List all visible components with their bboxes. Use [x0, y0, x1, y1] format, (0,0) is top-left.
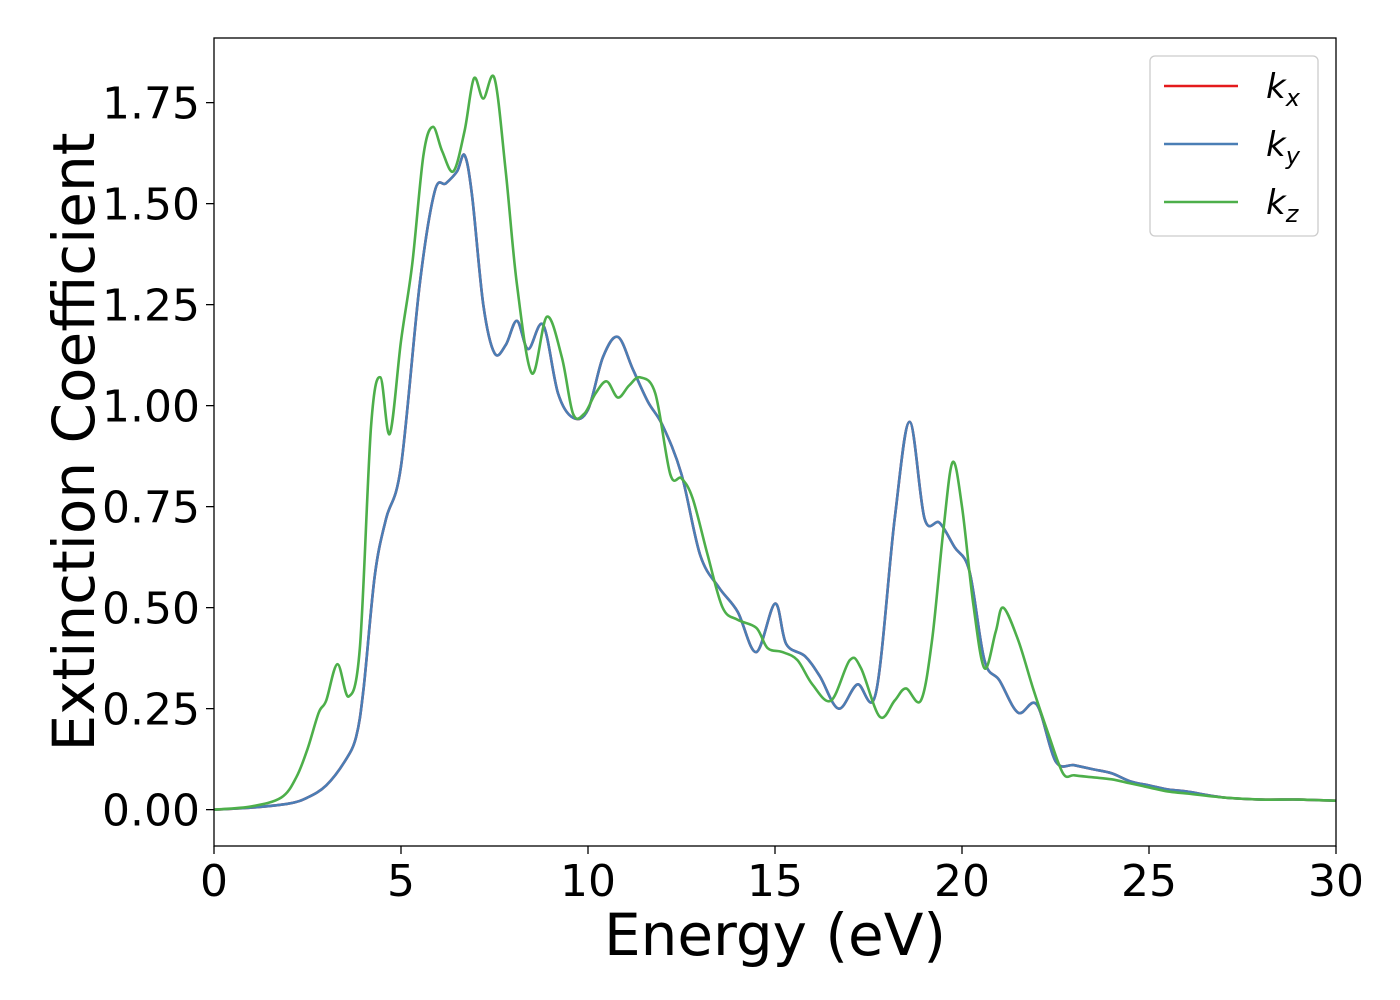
- y-tick-label: 0.00: [102, 786, 200, 837]
- legend-label-ky: ky: [1266, 125, 1301, 170]
- legend-label-kx: kx: [1266, 67, 1301, 112]
- x-tick-label: 25: [1121, 856, 1177, 907]
- x-tick-label: 20: [934, 856, 990, 907]
- x-tick-label: 15: [747, 856, 803, 907]
- legend-box: [1149, 55, 1319, 237]
- x-axis-label: Energy (eV): [604, 901, 946, 969]
- x-tick-label: 30: [1308, 856, 1364, 907]
- series-line-ky: [214, 153, 1336, 811]
- y-tick-label: 1.75: [102, 79, 200, 130]
- y-axis: 0.00 0.25 0.50 0.75 1.00 1.25 1.50 1.75: [102, 79, 214, 837]
- y-tick-label: 0.50: [102, 584, 200, 635]
- y-tick-label: 0.75: [102, 483, 200, 534]
- y-tick-label: 0.25: [102, 685, 200, 736]
- y-axis-label: Extinction Coefficient: [40, 133, 108, 752]
- y-tick-label: 1.25: [102, 281, 200, 332]
- series-layer: [214, 74, 1336, 811]
- x-tick-label: 0: [200, 856, 228, 907]
- legend-entries: kx ky kz: [1164, 67, 1301, 228]
- y-tick-label: 1.00: [102, 382, 200, 433]
- y-tick-label: 1.50: [102, 180, 200, 231]
- series-line-kz: [214, 74, 1336, 811]
- legend-label-kz: kz: [1266, 183, 1300, 228]
- x-axis: 0 5 10 15 20 25 30: [200, 846, 1364, 907]
- x-tick-label: 10: [560, 856, 616, 907]
- x-tick-label: 5: [387, 856, 415, 907]
- legend: kx ky kz: [1149, 55, 1319, 237]
